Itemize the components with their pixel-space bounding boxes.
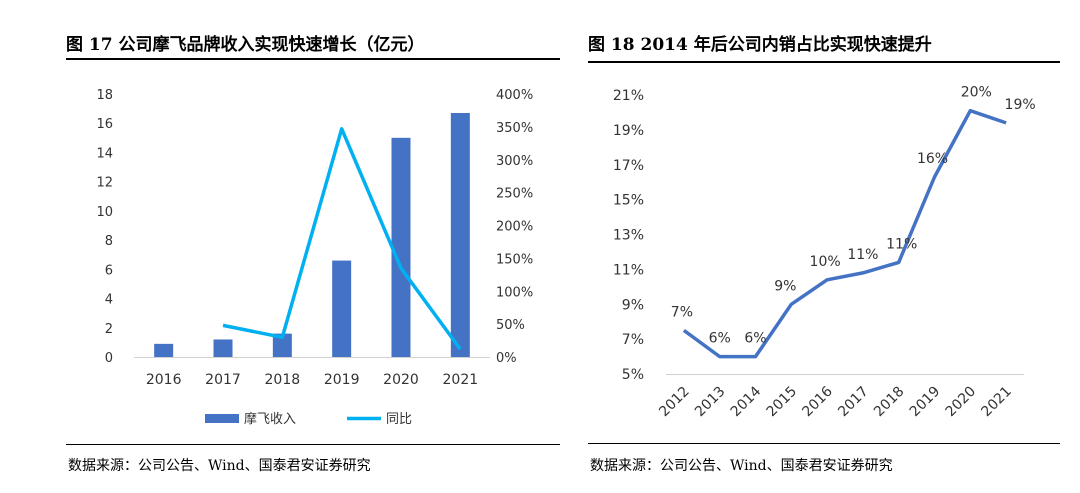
- right-y-tick-label: 400%: [496, 88, 533, 103]
- revenue-bar: [154, 343, 174, 357]
- data-label: 20%: [961, 85, 992, 101]
- x-tick-label: 2017: [835, 384, 872, 421]
- right-y-tick-label: 350%: [496, 121, 533, 136]
- right-source-note: 数据来源：公司公告、Wind、国泰君安证券研究: [590, 458, 893, 474]
- y-tick-label: 19%: [613, 123, 644, 139]
- right-y-tick-label: 50%: [496, 318, 525, 333]
- x-tick-label: 2017: [205, 372, 241, 388]
- data-label: 11%: [847, 247, 878, 263]
- yoy-growth-line: [222, 127, 462, 351]
- y-tick-label: 11%: [613, 262, 644, 278]
- right-footer-rule: [588, 443, 1060, 444]
- x-tick-label: 2019: [324, 372, 360, 388]
- legend-label-line: 同比: [386, 412, 412, 427]
- y-tick-label: 17%: [613, 158, 644, 174]
- data-label: 6%: [709, 331, 731, 347]
- left-y-tick-label: 8: [105, 234, 113, 249]
- x-tick-label: 2020: [943, 384, 980, 421]
- x-tick-label: 2016: [799, 383, 836, 420]
- legend-label-bar: 摩飞收入: [244, 411, 296, 427]
- left-y-tick-label: 18: [96, 88, 113, 103]
- data-label: 6%: [744, 331, 766, 347]
- right-y-tick-label: 100%: [496, 285, 533, 300]
- left-footer-rule: [66, 444, 560, 445]
- left-figure-panel: 图 17 公司摩飞品牌收入实现快速增长（亿元） 0 2 4 6 8 10 12 14 16 18 0…: [66, 0, 560, 493]
- revenue-bar: [450, 112, 470, 357]
- data-label: 7%: [671, 304, 693, 320]
- left-y-tick-label: 16: [96, 117, 113, 132]
- y-tick-label: 9%: [622, 297, 644, 313]
- left-y-tick-label: 2: [105, 322, 113, 337]
- x-tick-label: 2021: [443, 372, 479, 388]
- right-y-tick-label: 300%: [496, 154, 533, 169]
- data-label: 10%: [810, 254, 841, 270]
- left-y-tick-label: 12: [96, 176, 113, 191]
- y-tick-label: 5%: [622, 367, 644, 383]
- x-tick-label: 2021: [978, 384, 1015, 421]
- x-tick-label: 2020: [383, 372, 419, 388]
- x-tick-label: 2013: [692, 384, 729, 421]
- revenue-bar: [332, 260, 352, 357]
- x-tick-label: 2012: [656, 384, 693, 421]
- left-source-note: 数据来源：公司公告、Wind、国泰君安证券研究: [68, 458, 371, 474]
- domestic-share-line: [682, 108, 1007, 359]
- data-label: 9%: [774, 278, 796, 294]
- revenue-bar: [391, 137, 411, 357]
- left-y-tick-label: 0: [105, 351, 113, 366]
- right-figure-panel: 图 18 2014 年后公司内销占比实现快速提升 5% 7% 9% 11% 13% 15%…: [588, 0, 1060, 493]
- left-y-tick-label: 4: [105, 293, 113, 308]
- right-y-tick-label: 0%: [496, 351, 517, 366]
- right-figure-title: 图 18 2014 年后公司内销占比实现快速提升: [588, 35, 932, 55]
- data-label: 19%: [1005, 97, 1036, 113]
- revenue-bar: [213, 339, 233, 357]
- x-tick-label: 2019: [907, 384, 944, 421]
- y-tick-label: 15%: [613, 193, 644, 209]
- x-tick-label: 2014: [728, 383, 765, 420]
- y-tick-label: 13%: [613, 228, 644, 244]
- y-tick-label: 21%: [613, 88, 644, 104]
- x-tick-label: 2018: [871, 384, 908, 421]
- legend-swatch-bar: [205, 414, 239, 423]
- left-y-tick-label: 14: [96, 146, 113, 161]
- x-tick-label: 2018: [265, 372, 301, 388]
- left-y-tick-label: 10: [96, 205, 113, 220]
- left-chart: 0 2 4 6 8 10 12 14 16 18 0% 50% 100% 150% 200% 250% 300%…: [96, 88, 533, 427]
- right-y-tick-label: 250%: [496, 187, 533, 202]
- right-chart: 5% 7% 9% 11% 13% 15% 17% 19% 21% 7% 6% 6% 9% 10% 11% 11…: [613, 85, 1036, 421]
- data-label: 11%: [886, 236, 917, 252]
- left-y-tick-label: 6: [105, 263, 113, 278]
- left-figure-title: 图 17 公司摩飞品牌收入实现快速增长（亿元）: [66, 35, 425, 55]
- left-title-rule: [66, 58, 560, 60]
- revenue-bar: [272, 333, 292, 357]
- right-y-tick-label: 150%: [496, 252, 533, 267]
- y-tick-label: 7%: [622, 332, 644, 348]
- right-title-rule: [588, 61, 1060, 63]
- data-label: 16%: [917, 151, 948, 167]
- x-tick-label: 2015: [764, 384, 801, 421]
- x-tick-label: 2016: [146, 372, 182, 388]
- right-y-tick-label: 200%: [496, 220, 533, 235]
